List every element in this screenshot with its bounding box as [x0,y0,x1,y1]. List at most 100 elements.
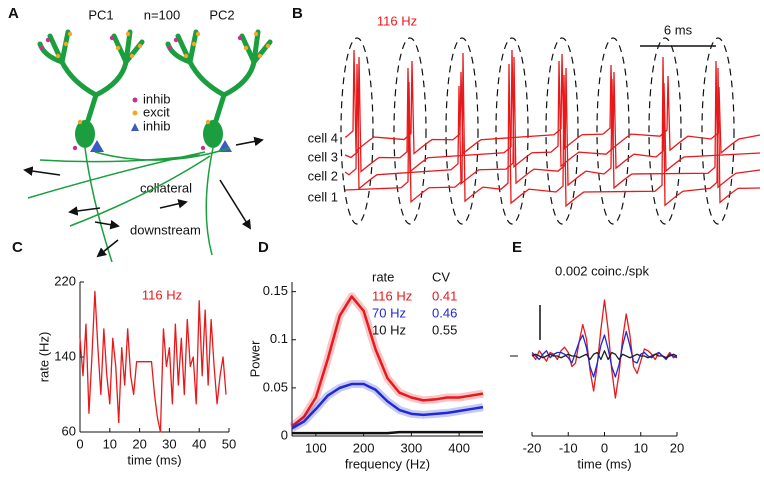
soma [203,120,223,148]
synapse-dot [45,37,51,43]
rate-line [79,290,227,433]
legend-label: inhib [143,91,170,106]
legend-label: 70 Hz [372,305,406,320]
synapse-dot [237,35,243,41]
x-tick-label: 400 [448,440,470,455]
dendrite-tree [37,29,145,133]
arrow [219,179,252,230]
x-tick-label: 20 [132,436,146,451]
scalebar-label: 0.002 coinc./spk [555,263,649,278]
dendrite-tree [165,29,273,133]
synapse-dot [129,53,135,59]
annotation: 116 Hz [142,287,182,302]
series-line [531,350,678,361]
series-line [291,295,484,428]
series-line [531,330,678,378]
voltage-trace [345,49,761,156]
soma [75,120,95,148]
x-tick-label: -20 [523,440,542,455]
synapse-dot [137,43,143,49]
legend-label: inhib [143,118,170,133]
x-tick-label: 20 [670,440,684,455]
series-line [292,430,483,435]
synapse-dot [173,37,179,43]
synapse-dot [115,45,121,51]
x-axis-label: time (ms) [127,452,181,467]
x-tick-label: 0 [76,436,83,451]
x-tick-label: -10 [559,440,578,455]
legend-label: excit [143,104,170,119]
synapse-dot [63,41,69,47]
synapse-dot [125,31,131,37]
axon [94,147,231,161]
synapse-dot [195,31,201,37]
y-axis-label: rate (Hz) [36,332,51,383]
y-axis-label: Power [247,340,262,378]
legend-dot [132,97,138,103]
legend-dot [132,110,138,116]
x-tick-label: 40 [192,436,206,451]
panel-label: B [292,5,303,22]
legend-value: 0.41 [432,288,457,303]
voltage-trace [344,56,761,191]
y-tick-label: 0.1 [270,331,288,346]
synapse-dot [265,43,271,49]
y-tick-label: 0 [281,427,288,442]
y-tick-label: 220 [54,273,76,288]
arrow [94,219,120,230]
x-tick-label: 50 [222,436,236,451]
arrow [23,166,61,176]
x-tick-label: 30 [162,436,176,451]
trace-label: cell 1 [308,189,338,204]
y-tick-label: 140 [54,348,76,363]
sync-ellipse [340,37,374,225]
x-tick-label: 10 [634,440,648,455]
voltage-trace [344,52,761,208]
trace-label: cell 3 [308,149,338,164]
sync-ellipse [393,37,427,225]
x-tick-label: 100 [305,440,327,455]
sync-ellipse [596,37,630,225]
panel-label: A [8,5,19,22]
synapse-dot [253,31,259,37]
series-line [291,382,484,430]
axon [69,155,211,227]
legend-value: 0.55 [432,322,457,337]
axon [84,147,113,263]
y-tick-label: 0.15 [263,283,288,298]
arrow [235,136,264,147]
sync-ellipse [701,37,735,225]
synapse-dot [167,45,173,51]
legend-header: rate [372,269,394,284]
synapse-dot [109,35,115,41]
cell-label: PC2 [209,7,234,22]
panel-label: D [258,239,269,256]
sync-ellipse [445,37,479,225]
x-axis-label: time (ms) [577,456,631,471]
x-tick-label: 0 [601,440,608,455]
arrow [96,239,119,258]
sync-ellipse [545,37,579,225]
axon-label: downstream [130,222,201,237]
y-tick-label: 60 [62,423,76,438]
legend-triangle [131,123,139,131]
sync-ellipse [495,37,529,225]
cell-label: PC1 [88,7,113,22]
count-label: n=100 [144,7,181,22]
axon-label: collateral [140,180,192,195]
legend-header: CV [432,269,450,284]
legend-label: 116 Hz [372,288,412,303]
axon [205,147,214,256]
panel-label: E [512,239,522,256]
synapse-dot [243,45,249,51]
y-tick-label: 0.05 [263,379,288,394]
arrow [68,206,101,216]
synapse-dot [183,53,189,59]
synapse-dot [191,41,197,47]
rate-label: 116 Hz [377,13,417,28]
sync-ellipse [648,37,682,225]
panel-label: C [12,239,23,256]
